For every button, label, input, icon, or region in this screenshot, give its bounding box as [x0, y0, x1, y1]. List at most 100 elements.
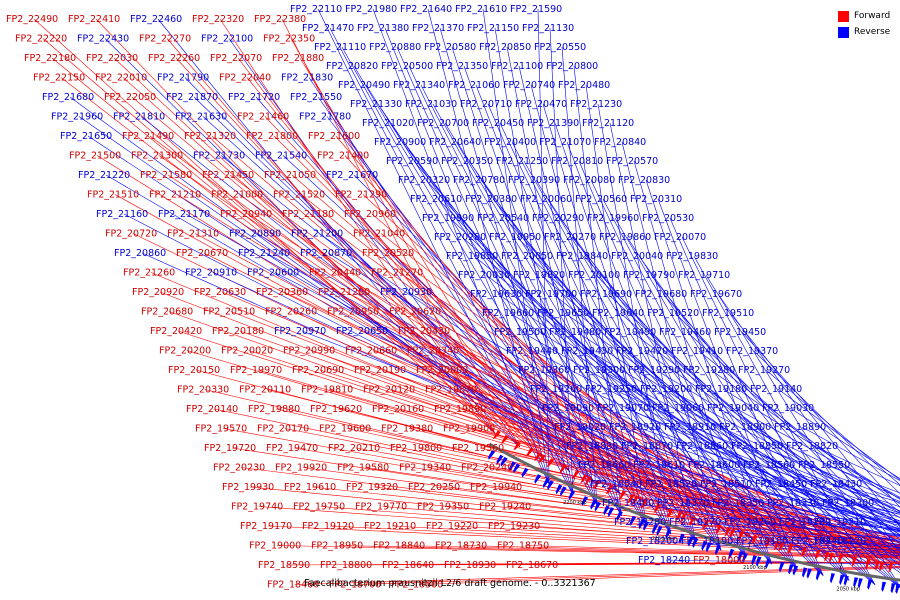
gene-label: FP2_20120	[363, 385, 415, 396]
gene-label: FP2_20780	[453, 175, 505, 186]
gene-label: FP2_19580	[337, 463, 389, 474]
gene-label: FP2_21200	[291, 229, 343, 240]
gene-label: FP2_18600	[688, 460, 740, 471]
gene-label: FP2_18430	[810, 479, 862, 490]
gene-label: FP2_20240	[461, 463, 513, 474]
reverse-gene-mark	[701, 540, 708, 551]
leader-line	[499, 122, 697, 543]
gene-label: FP2_21580	[140, 170, 192, 181]
forward-gene-mark	[815, 549, 821, 560]
leader-line	[720, 559, 900, 565]
leader-line	[184, 77, 571, 472]
gene-label: FP2_20170	[257, 424, 309, 435]
gene-label: FP2_19440	[506, 346, 558, 357]
reverse-gene-mark	[867, 579, 873, 590]
gene-label: FP2_20430	[398, 326, 450, 337]
forward-gene-mark	[546, 458, 555, 468]
gene-label: FP2_20990	[283, 346, 335, 357]
gene-label: FP2_19250	[585, 384, 637, 395]
gene-label: FP2_20400	[484, 137, 536, 148]
gene-label: FP2_20800	[546, 61, 598, 72]
gene-label: FP2_21960	[51, 112, 103, 123]
reverse-gene-mark	[890, 583, 896, 594]
gene-label: FP2_19180	[695, 384, 747, 395]
gene-label: FP2_19480	[549, 327, 601, 338]
gene-label: FP2_20620	[389, 307, 441, 318]
leader-line	[655, 369, 900, 519]
forward-gene-mark	[559, 464, 567, 474]
gene-label: FP2_19410	[671, 346, 723, 357]
gene-label: FP2_20290	[532, 213, 584, 224]
reverse-gene-mark	[607, 507, 615, 518]
gene-label: FP2_22410	[68, 14, 120, 25]
reverse-swatch	[838, 26, 849, 38]
leader-line	[765, 369, 900, 486]
gene-label: FP2_20600	[247, 268, 299, 279]
reverse-gene-mark	[806, 568, 812, 579]
gene-label: FP2_20380	[465, 194, 517, 205]
leader-line	[665, 559, 900, 565]
leader-line	[516, 236, 850, 581]
gene-label: FP2_20880	[369, 42, 421, 53]
leader-line	[629, 502, 900, 542]
gene-label: FP2_18730	[435, 541, 487, 552]
gene-label: FP2_20680	[141, 307, 193, 318]
gene-label: FP2_21180	[282, 209, 334, 220]
leader-line	[638, 255, 876, 585]
leader-line	[540, 274, 900, 588]
leader-line	[249, 486, 900, 552]
forward-gene-mark	[534, 452, 542, 461]
gene-label: FP2_21500	[69, 151, 121, 162]
reverse-gene-mark	[665, 528, 672, 539]
leader-line	[276, 545, 900, 559]
leader-line	[763, 540, 900, 552]
gene-label: FP2_21800	[246, 131, 298, 142]
gene-label: FP2_18520	[645, 479, 697, 490]
gene-label: FP2_19000	[249, 541, 301, 552]
legend-reverse: Reverse	[838, 24, 898, 40]
gene-label: FP2_19810	[301, 385, 353, 396]
leader-line	[595, 274, 900, 588]
forward-gene-mark	[492, 430, 501, 440]
leader-line	[365, 84, 647, 526]
leader-line	[542, 103, 672, 535]
gene-label: FP2_21490	[122, 131, 174, 142]
gene-label: FP2_19870	[425, 385, 477, 396]
gene-label: FP2_21730	[193, 151, 245, 162]
gene-label: FP2_19940	[470, 482, 522, 493]
reverse-gene-mark	[778, 562, 785, 573]
gene-label: FP2_21320	[184, 131, 236, 142]
gene-label: FP2_22070	[210, 53, 262, 64]
gene-label: FP2_19560	[452, 443, 504, 454]
gene-label: FP2_21240	[238, 248, 290, 259]
reverse-gene-mark	[765, 558, 771, 569]
gene-label: FP2_18890	[774, 422, 826, 433]
leader-line	[470, 428, 900, 539]
gene-label: FP2_20640	[429, 137, 481, 148]
gene-label: FP2_21650	[60, 131, 112, 142]
gene-label: FP2_19670	[690, 289, 742, 300]
gene-label: FP2_21110	[314, 42, 366, 53]
gene-label: FP2_19380	[381, 424, 433, 435]
leader-line	[373, 486, 900, 548]
gene-label: FP2_19340	[399, 463, 451, 474]
forward-gene-mark	[680, 513, 687, 523]
gene-label: FP2_18280	[614, 517, 666, 528]
gene-label: FP2_19890	[434, 404, 486, 415]
legend: Forward Reverse	[838, 8, 898, 40]
gene-label: FP2_20200	[159, 346, 211, 357]
gene-label: FP2_21290	[335, 190, 387, 201]
leader-line	[566, 141, 722, 551]
gene-label: FP2_21870	[166, 92, 218, 103]
reverse-gene-mark	[555, 484, 563, 495]
gene-label: FP2_20050	[501, 251, 553, 262]
leader-line	[425, 179, 773, 565]
gene-label: FP2_19140	[750, 384, 802, 395]
forward-gene-mark	[580, 474, 588, 484]
leader-line	[482, 8, 550, 485]
gene-label: FP2_21300	[131, 151, 183, 162]
leader-line	[418, 567, 900, 585]
leader-line	[600, 369, 900, 529]
gene-label: FP2_18920	[609, 422, 661, 433]
